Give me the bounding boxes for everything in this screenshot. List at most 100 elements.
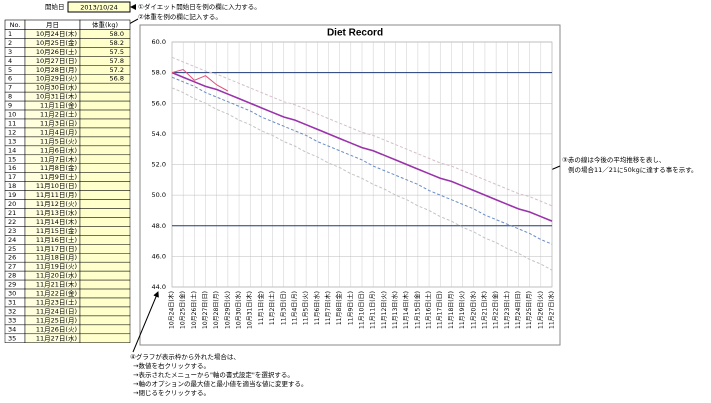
x-tick-label: 11月4日(月) (291, 291, 298, 325)
x-tick-label: 11月18日(月) (448, 291, 455, 329)
date: 11月14日(木) (36, 217, 77, 226)
row-number: 8 (8, 93, 12, 101)
x-tick-label: 11月16日(土) (425, 291, 433, 329)
x-tick-label: 10月28日(月) (213, 291, 220, 329)
date: 11月17日(日) (36, 245, 77, 253)
date: 11月11日(月) (36, 191, 77, 199)
row-number: 12 (8, 128, 16, 136)
row-number: 25 (8, 245, 16, 253)
header-text: 体重(kg) (92, 20, 118, 29)
x-tick-label: 11月6日(水) (313, 291, 321, 325)
y-tick-label: 46.0 (152, 252, 166, 260)
cell (79, 270, 131, 281)
note: ①ダイエット開始日を例の欄に入力する。 (138, 2, 261, 11)
cell (79, 181, 131, 191)
x-tick-label: 10月30日(水) (235, 291, 243, 329)
cell (79, 190, 131, 200)
row-number: 23 (8, 227, 16, 235)
annotation: ④グラフが表示枠から外れた場合は、 (130, 352, 240, 361)
date: 11月13日(水) (36, 208, 77, 217)
date: 11月12日(火) (36, 200, 77, 208)
annotation: →軸のオプションの最大値と最小値を適当な値に変更する。 (133, 379, 307, 388)
row-number: 7 (8, 84, 12, 92)
date: 11月18日(月) (36, 254, 77, 262)
date: 10月24日(木) (36, 29, 77, 38)
x-tick-label: 10月25日(金) (179, 291, 187, 329)
row-number: 22 (8, 218, 16, 226)
note: ②体重を例の欄に記入する。 (138, 12, 222, 21)
x-tick-label: 10月26日(土) (190, 291, 198, 329)
date: 11月19日(火) (36, 263, 77, 271)
annotation: →閉じるをクリックする。 (133, 389, 210, 397)
row-number: 32 (8, 307, 16, 315)
date: 10月26日(土) (36, 47, 77, 56)
cell (79, 306, 131, 317)
row-number: 3 (8, 48, 12, 56)
date: 10月29日(火) (36, 75, 77, 83)
x-tick-label: 11月25日(月) (526, 291, 533, 329)
cell (79, 253, 131, 263)
date: 10月27日(日) (36, 57, 77, 65)
cell (79, 154, 131, 165)
date: 11月8日(金) (40, 163, 77, 172)
date: 11月9日(土) (40, 172, 77, 181)
x-tick-label: 11月20日(水) (469, 291, 477, 329)
date: 11月20日(水) (36, 271, 77, 280)
row-number: 9 (8, 102, 12, 110)
x-tick-label: 11月2日(土) (268, 291, 276, 325)
cell (79, 279, 131, 290)
x-tick-label: 11月27日(水) (548, 291, 556, 329)
date: 11月6日(水) (40, 145, 77, 154)
y-tick-label: 44.0 (152, 283, 166, 291)
row-number: 19 (8, 191, 16, 199)
row-number: 1 (8, 30, 12, 38)
y-tick-label: 50.0 (152, 191, 166, 199)
x-tick-label: 10月24日(木) (168, 291, 176, 329)
row-number: 15 (8, 155, 16, 163)
y-tick-label: 56.0 (152, 99, 166, 107)
row-number: 29 (8, 281, 16, 289)
cell (79, 315, 131, 326)
date: 11月10日(日) (36, 182, 77, 190)
row-number: 18 (8, 182, 16, 190)
cell (79, 91, 131, 102)
header-text: No. (10, 21, 21, 29)
header-text: 月日 (46, 21, 59, 29)
y-tick-label: 52.0 (152, 161, 166, 169)
weight: 57.8 (110, 57, 124, 65)
x-tick-label: 11月1日(金) (257, 291, 265, 325)
cell (79, 172, 131, 182)
row-number: 33 (8, 316, 16, 324)
cell (79, 127, 131, 138)
y-tick-label: 54.0 (152, 130, 166, 138)
row-number: 16 (8, 164, 16, 172)
cell (79, 163, 131, 173)
cell (79, 208, 131, 218)
annotation: ③赤の線は今後の平均推移を表し、 (562, 155, 665, 164)
weight: 57.5 (110, 48, 124, 56)
cell (79, 82, 131, 93)
row-number: 21 (8, 209, 16, 217)
x-tick-label: 11月7日(木) (324, 291, 332, 325)
start-date[interactable]: 2013/10/24 (80, 4, 117, 12)
chart-title: Diet Record (327, 28, 383, 39)
annotation: 例の場合11／21に50kgに達する事を示す。 (568, 165, 698, 174)
x-tick-label: 11月3日(日) (280, 291, 287, 325)
date: 11月1日(金) (40, 101, 77, 110)
x-tick-label: 10月31日(木) (246, 291, 254, 329)
x-tick-label: 11月14日(木) (402, 291, 410, 329)
date: 11月27日(水) (36, 333, 77, 342)
cell (79, 118, 131, 129)
cell (79, 324, 131, 335)
cell (79, 226, 131, 236)
x-tick-label: 11月21日(木) (480, 291, 488, 329)
x-tick-label: 11月8日(金) (335, 291, 343, 325)
cell (79, 333, 131, 343)
weight: 58.0 (110, 30, 124, 38)
x-tick-label: 11月13日(水) (391, 291, 399, 329)
cell (79, 145, 131, 156)
cell (79, 235, 131, 245)
date: 11月24日(日) (36, 307, 77, 315)
row-number: 35 (8, 334, 16, 342)
x-tick-label: 11月26日(火) (537, 291, 544, 329)
